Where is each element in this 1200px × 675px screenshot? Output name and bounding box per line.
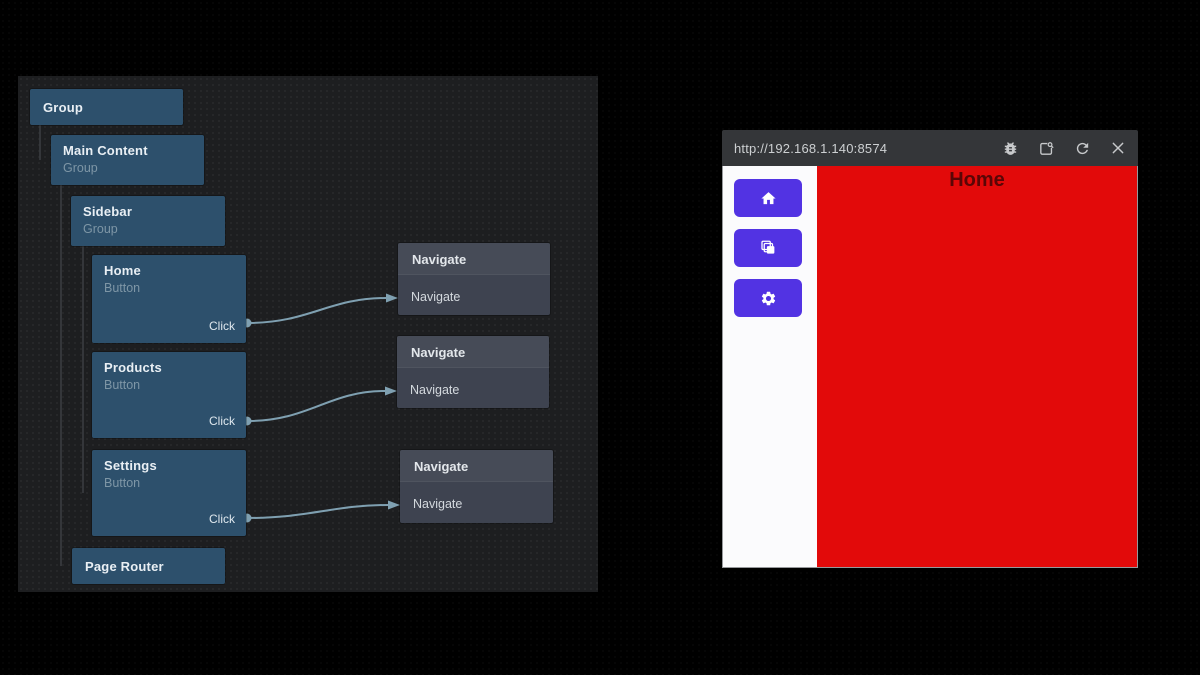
connection-edge-settings[interactable] — [246, 504, 389, 519]
close-icon[interactable] — [1110, 140, 1126, 156]
titlebar-actions — [1002, 140, 1138, 157]
preview-main-content: Home — [817, 166, 1137, 567]
node-title: Settings — [104, 458, 157, 473]
products-button[interactable] — [734, 229, 802, 267]
node-title: Navigate — [400, 450, 553, 482]
input-arrow-icon — [385, 386, 397, 396]
node-subtitle: Button — [104, 476, 141, 490]
settings-button[interactable] — [734, 279, 802, 317]
node-home-button[interactable]: Home Button Click — [92, 255, 246, 343]
url-text: http://192.168.1.140:8574 — [734, 140, 888, 156]
node-subtitle: Group — [83, 222, 118, 236]
node-group[interactable]: Group — [30, 89, 183, 125]
node-subtitle: Button — [104, 378, 141, 392]
node-navigate-3[interactable]: Navigate Navigate — [400, 450, 553, 523]
page-title: Home — [949, 169, 1005, 191]
output-port-label: Click — [209, 319, 235, 333]
connection-edge-products[interactable] — [246, 390, 386, 422]
output-port-label: Click — [209, 512, 235, 526]
output-port-label: Click — [209, 414, 235, 428]
node-title: Navigate — [398, 243, 550, 275]
input-arrow-icon — [388, 500, 400, 510]
browser-preview-window: http://192.168.1.140:8574 — [722, 130, 1138, 569]
node-title: Products — [104, 360, 162, 375]
node-title: Page Router — [85, 558, 164, 574]
node-navigate-2[interactable]: Navigate Navigate — [397, 336, 549, 408]
input-port-label: Navigate — [411, 290, 461, 304]
node-page-router[interactable]: Page Router — [72, 548, 225, 584]
node-subtitle: Group — [63, 161, 98, 175]
preview-sidebar — [723, 166, 817, 567]
input-port-label: Navigate — [413, 497, 463, 511]
copy-stack-icon — [761, 240, 775, 254]
node-editor-canvas[interactable]: Group Main Content Group Sidebar Group H… — [18, 76, 598, 592]
node-title: Main Content — [63, 143, 148, 158]
node-title: Sidebar — [83, 204, 133, 219]
node-sidebar[interactable]: Sidebar Group — [71, 196, 225, 246]
preview-titlebar[interactable]: http://192.168.1.140:8574 — [722, 130, 1138, 166]
node-subtitle: Button — [104, 281, 141, 295]
preview-page: Home — [722, 166, 1138, 568]
node-navigate-1[interactable]: Navigate Navigate — [398, 243, 550, 315]
node-title: Home — [104, 263, 141, 278]
node-main-content[interactable]: Main Content Group — [51, 135, 204, 185]
refresh-icon[interactable] — [1074, 140, 1091, 157]
open-preview-icon[interactable] — [1038, 140, 1055, 157]
node-title: Group — [43, 99, 83, 115]
node-settings-button[interactable]: Settings Button Click — [92, 450, 246, 536]
input-arrow-icon — [386, 293, 398, 303]
bug-icon[interactable] — [1002, 140, 1019, 157]
node-products-button[interactable]: Products Button Click — [92, 352, 246, 438]
input-port-label: Navigate — [410, 383, 460, 397]
node-title: Navigate — [397, 336, 549, 368]
connection-edge-home[interactable] — [246, 297, 387, 324]
gear-icon — [761, 291, 775, 305]
home-button[interactable] — [734, 179, 802, 217]
home-icon — [760, 191, 776, 204]
